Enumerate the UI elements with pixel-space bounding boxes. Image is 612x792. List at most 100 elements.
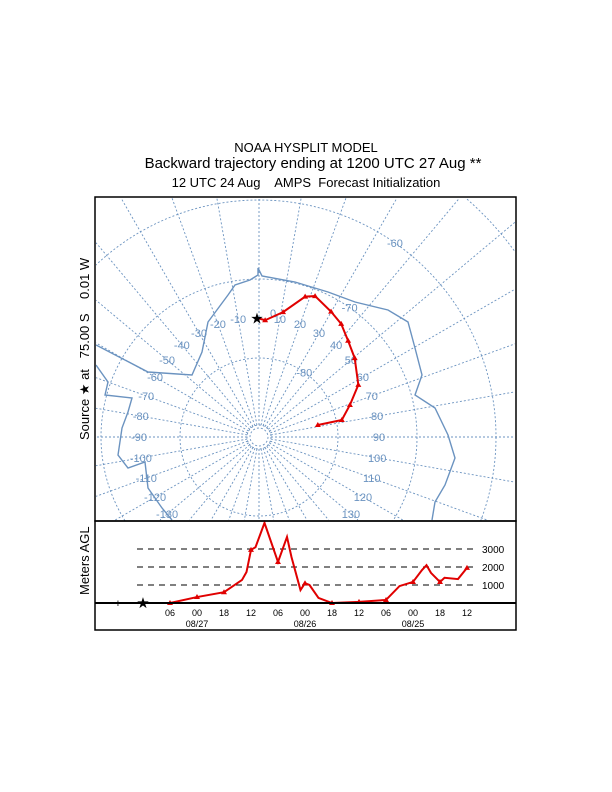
longitude-label: -10 [230,314,246,326]
longitude-label: -130 [156,509,178,521]
meridian-line [96,407,248,436]
height-marker [410,578,416,584]
reference-line-label: 2000 [482,563,505,574]
meridian-line [260,198,302,426]
latitude-label: -60 [387,238,403,250]
reference-line-label: 1000 [482,581,505,592]
longitude-label: -80 [133,411,149,423]
x-tick-label: 06 [273,608,283,618]
trajectory-marker [302,293,309,299]
height-frame [94,520,517,631]
height-panel: 1000 2000 3000 06 00 18 12 06 00 18 12 06 00 18 12 08/2… [115,519,505,629]
date-label: 08/25 [402,619,425,629]
height-marker [221,589,227,595]
meridian-line [269,288,515,432]
longitude-label: 100 [368,453,386,465]
x-tick-label: 00 [408,608,418,618]
trajectory-marker [355,381,362,387]
coastline [96,267,456,521]
longitude-label: -100 [130,453,152,465]
height-marker [464,564,470,570]
trajectory-marker [328,308,335,314]
meridian-line [228,448,256,521]
trajectory-marker [346,401,353,407]
height-axis-label: Meters AGL [77,526,92,595]
x-tick-label: 00 [192,608,202,618]
coastline-peninsula [96,364,173,521]
trajectory-marker [262,317,269,323]
meridian-line [210,447,254,521]
x-tick-label: 12 [246,608,256,618]
meridian-line [262,448,290,521]
latitude-label: -80 [296,367,312,379]
trajectory-marker [338,320,345,326]
longitude-label: -50 [159,355,175,367]
x-tick-label: 18 [435,608,445,618]
longitude-label: 90 [373,432,385,444]
meridian-line [115,442,249,521]
map-panel: -130-120-110-100-90-80-70-60-50-40-30-20… [96,198,515,521]
height-marker [194,594,200,600]
longitude-label: 30 [313,328,325,340]
longitude-label: 70 [366,391,378,403]
height-marker [437,578,443,584]
longitude-label: -90 [131,432,147,444]
latitude-circle [179,357,339,517]
pole-circle [246,424,272,450]
longitude-label: 120 [354,492,372,504]
trajectory-marker [280,309,287,315]
meridian-line [243,448,258,521]
date-label: 08/26 [294,619,317,629]
pole-circle-inner [249,427,269,447]
meridian-line [96,440,248,497]
longitude-label: 0 [270,308,276,320]
meridian-line [262,198,347,426]
meridian-line [96,299,251,430]
meridian-line [96,377,248,434]
longitude-label: -60 [147,372,163,384]
x-tick-label: 00 [300,608,310,618]
x-tick-label: 18 [327,608,337,618]
longitude-label: -70 [138,391,154,403]
x-tick-label: 06 [381,608,391,618]
meridian-line [171,198,256,426]
subtitle: 12 UTC 24 Aug AMPS Forecast Initializati… [171,175,441,190]
height-marker [275,558,281,564]
longitude-label: -30 [191,328,207,340]
longitude-label: 20 [294,319,306,331]
longitude-label: 110 [363,473,381,485]
longitude-label: -120 [144,492,166,504]
meridian-line [266,198,460,429]
longitude-label: -110 [136,473,157,485]
height-line [143,519,468,605]
model-title: NOAA HYSPLIT MODEL [234,140,378,155]
meridian-line [159,444,251,521]
trajectory-marker [338,417,345,423]
longitude-label: 40 [330,340,342,352]
trajectory-marker [314,422,321,428]
height-marker [302,580,308,586]
trajectory-line [258,295,360,427]
meridian-line [270,440,488,521]
longitude-label: -20 [210,319,226,331]
reference-line-label: 3000 [482,545,505,556]
longitude-label: 80 [371,411,383,423]
x-tick-label: 12 [462,608,472,618]
source-star-icon: ★ [250,311,263,328]
x-tick-label: 12 [354,608,364,618]
trajectory-marker [351,355,358,361]
date-label: 08/27 [186,619,209,629]
height-marker [383,596,389,602]
meridian-line [267,221,515,430]
main-title: Backward trajectory ending at 1200 UTC 2… [144,155,482,172]
trajectory-marker [312,293,319,299]
latitude-label: -70 [342,303,358,315]
longitude-label: 130 [342,509,360,521]
meridian-line [270,438,515,483]
meridian-line [96,342,249,432]
source-label: Source ★ at 75.00 S 0.01 W [77,257,92,440]
meridian-line [266,445,329,521]
meridian-line [264,447,308,521]
